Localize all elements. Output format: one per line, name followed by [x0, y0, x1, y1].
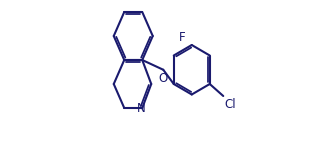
- Text: O: O: [159, 72, 168, 85]
- Text: F: F: [179, 31, 186, 44]
- Text: Cl: Cl: [224, 98, 235, 111]
- Text: N: N: [136, 102, 145, 114]
